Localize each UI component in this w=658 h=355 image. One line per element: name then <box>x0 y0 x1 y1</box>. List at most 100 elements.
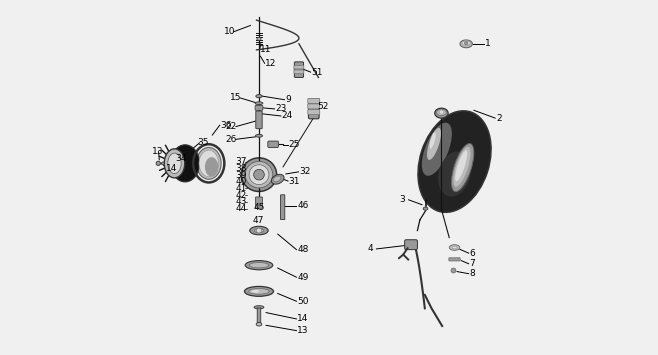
Ellipse shape <box>255 134 263 137</box>
Text: 48: 48 <box>297 245 309 254</box>
Ellipse shape <box>451 143 474 192</box>
Text: 23: 23 <box>275 104 287 113</box>
Ellipse shape <box>256 94 262 98</box>
Ellipse shape <box>168 153 181 174</box>
Text: 4: 4 <box>367 245 373 253</box>
FancyBboxPatch shape <box>294 70 304 73</box>
Text: 34: 34 <box>176 154 187 163</box>
Ellipse shape <box>245 162 273 188</box>
FancyBboxPatch shape <box>294 65 304 69</box>
Ellipse shape <box>418 111 491 212</box>
FancyBboxPatch shape <box>309 99 319 119</box>
FancyBboxPatch shape <box>256 111 262 129</box>
Ellipse shape <box>256 322 262 326</box>
Text: 31: 31 <box>289 176 300 186</box>
Text: 46: 46 <box>297 201 309 210</box>
Text: 11: 11 <box>261 45 272 54</box>
Ellipse shape <box>427 128 441 160</box>
Ellipse shape <box>241 158 276 191</box>
Text: 35: 35 <box>197 138 209 147</box>
Text: 47: 47 <box>252 216 264 225</box>
Text: 12: 12 <box>265 59 277 68</box>
Ellipse shape <box>255 102 263 105</box>
Text: 40: 40 <box>236 177 247 186</box>
Ellipse shape <box>423 207 428 210</box>
Text: 41: 41 <box>236 184 247 193</box>
Text: 45: 45 <box>254 203 265 212</box>
Text: 2: 2 <box>496 114 501 122</box>
Ellipse shape <box>196 147 221 179</box>
FancyBboxPatch shape <box>255 197 263 208</box>
Ellipse shape <box>453 147 470 187</box>
Ellipse shape <box>422 122 452 176</box>
Text: 44: 44 <box>236 204 247 213</box>
FancyBboxPatch shape <box>257 308 261 323</box>
Text: 22: 22 <box>226 122 237 131</box>
FancyBboxPatch shape <box>255 105 263 110</box>
Text: 26: 26 <box>226 135 237 144</box>
Circle shape <box>249 165 269 185</box>
Text: 25: 25 <box>289 141 300 149</box>
Text: 1: 1 <box>484 39 490 48</box>
Ellipse shape <box>164 149 185 178</box>
Ellipse shape <box>249 263 268 268</box>
Ellipse shape <box>251 290 259 293</box>
Text: 3: 3 <box>399 195 405 204</box>
FancyBboxPatch shape <box>308 110 320 115</box>
Ellipse shape <box>255 228 264 233</box>
Text: 43: 43 <box>236 197 247 206</box>
Text: 52: 52 <box>317 102 328 110</box>
Text: 24: 24 <box>282 111 293 120</box>
FancyBboxPatch shape <box>294 62 303 77</box>
Ellipse shape <box>435 108 448 118</box>
Text: 51: 51 <box>311 67 323 77</box>
Circle shape <box>161 162 164 165</box>
FancyBboxPatch shape <box>308 98 320 103</box>
Text: 50: 50 <box>297 297 309 306</box>
Ellipse shape <box>254 306 264 309</box>
Text: 9: 9 <box>285 95 291 104</box>
Ellipse shape <box>199 150 218 177</box>
Text: 49: 49 <box>297 273 309 282</box>
Circle shape <box>465 42 468 45</box>
FancyBboxPatch shape <box>268 141 278 147</box>
FancyBboxPatch shape <box>449 258 460 261</box>
FancyBboxPatch shape <box>405 240 417 250</box>
Ellipse shape <box>249 289 269 294</box>
Text: 32: 32 <box>299 167 311 176</box>
Circle shape <box>451 268 456 273</box>
Ellipse shape <box>460 40 472 48</box>
Ellipse shape <box>455 150 467 181</box>
Ellipse shape <box>245 286 274 296</box>
Circle shape <box>254 169 265 180</box>
Ellipse shape <box>257 38 261 40</box>
Ellipse shape <box>250 226 268 235</box>
Text: 38: 38 <box>236 164 247 173</box>
Ellipse shape <box>437 109 446 116</box>
Ellipse shape <box>271 174 284 184</box>
FancyBboxPatch shape <box>308 104 320 109</box>
Ellipse shape <box>205 157 218 177</box>
Text: 13: 13 <box>297 326 309 335</box>
Ellipse shape <box>245 261 273 270</box>
FancyBboxPatch shape <box>280 195 285 220</box>
Text: 10: 10 <box>224 27 235 36</box>
Text: 13: 13 <box>152 147 164 156</box>
Ellipse shape <box>438 151 471 197</box>
Text: 14: 14 <box>166 164 177 173</box>
Ellipse shape <box>462 41 470 45</box>
Circle shape <box>257 228 261 233</box>
Text: 42: 42 <box>236 191 247 200</box>
Text: 37: 37 <box>236 157 247 166</box>
Circle shape <box>156 161 161 165</box>
Text: 7: 7 <box>469 259 475 268</box>
Ellipse shape <box>449 245 460 250</box>
Text: 6: 6 <box>469 248 475 258</box>
Ellipse shape <box>273 176 281 182</box>
Ellipse shape <box>452 246 457 249</box>
Text: 36: 36 <box>220 121 232 130</box>
Text: 8: 8 <box>469 269 475 278</box>
Text: 14: 14 <box>297 315 309 323</box>
Ellipse shape <box>430 132 436 149</box>
Ellipse shape <box>170 145 199 182</box>
